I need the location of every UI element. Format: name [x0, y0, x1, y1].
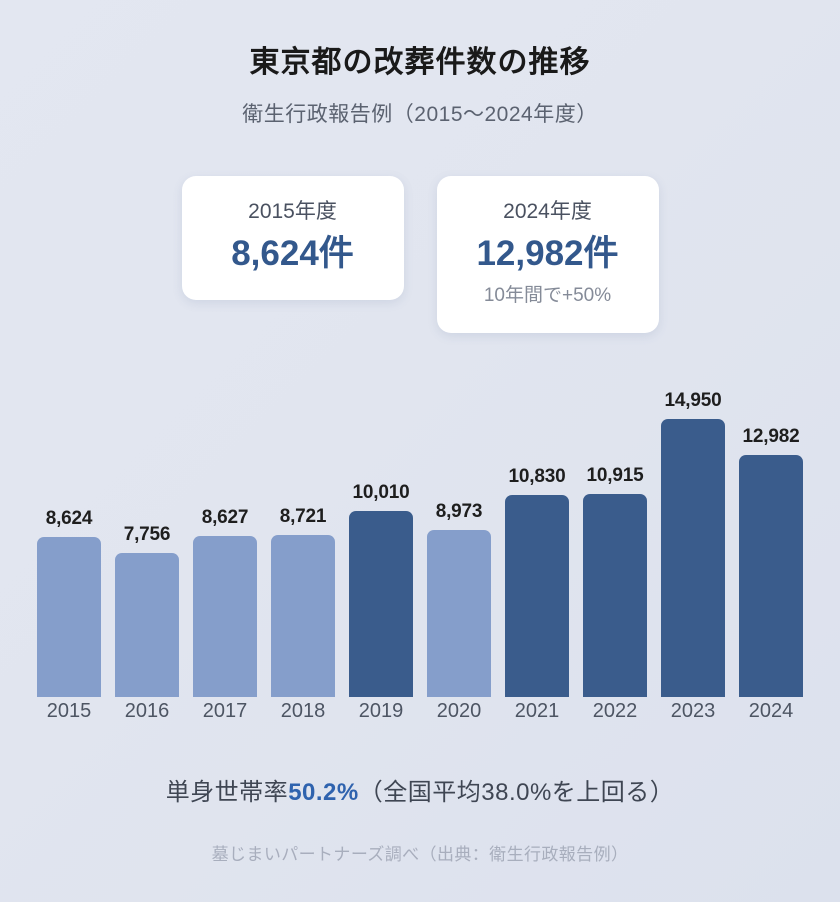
- bar: [271, 535, 335, 697]
- bar-group: 14,950: [654, 390, 732, 697]
- footnote-suffix: （全国平均38.0%を上回る）: [358, 779, 675, 806]
- bar-chart: 8,624 7,756 8,627 8,721 10,010 8,973 10,830 10,…: [0, 390, 840, 735]
- x-axis-tick-label: 2023: [670, 700, 716, 722]
- footnote-prefix: 単身世帯率: [165, 779, 289, 806]
- bar: [349, 511, 413, 697]
- footnote-highlight: 50.2%: [288, 779, 359, 806]
- x-axis-tick-label: 2019: [358, 700, 404, 722]
- page-title: 東京都の改葬件数の推移: [249, 46, 591, 79]
- bar-group: 8,721: [264, 390, 342, 697]
- footnote: 単身世帯率50.2%（全国平均38.0%を上回る）: [0, 772, 840, 807]
- x-axis-tick-label: 2016: [124, 700, 170, 722]
- bar-group: 8,973: [420, 390, 498, 697]
- page-subtitle: 衛生行政報告例（2015〜2024年度）: [242, 102, 598, 126]
- bar-value-label: 8,627: [201, 507, 249, 528]
- bar-value-label: 8,624: [45, 508, 93, 529]
- stat-card-year-label: 2024年度: [503, 200, 592, 223]
- bar-value-label: 10,010: [352, 482, 410, 503]
- chart-plot-area: 8,624 7,756 8,627 8,721 10,010 8,973 10,830 10,…: [30, 390, 810, 697]
- x-axis-tick-label: 2021: [514, 700, 560, 722]
- bar-value-label: 12,982: [742, 426, 800, 447]
- bar-value-label: 8,721: [279, 506, 327, 527]
- bar-value-label: 7,756: [123, 524, 171, 545]
- stat-card-2024: 2024年度 12,982件 10年間で+50%: [436, 176, 659, 333]
- bar-group: 7,756: [108, 390, 186, 697]
- bar-group: 8,627: [186, 390, 264, 697]
- bar-group: 12,982: [732, 390, 810, 697]
- x-axis-tick-label: 2015: [46, 700, 92, 722]
- x-axis-tick-label: 2020: [436, 700, 482, 722]
- bar-group: 10,915: [576, 390, 654, 697]
- bar-value-label: 8,973: [435, 501, 483, 522]
- bar: [427, 530, 491, 697]
- bar: [193, 536, 257, 697]
- stat-card-group: 2015年度 8,624件 2024年度 12,982件 10年間で+50%: [0, 176, 840, 333]
- bar-value-label: 14,950: [664, 390, 722, 411]
- bar: [661, 419, 725, 697]
- source-note: 墓じまいパートナーズ調べ（出典：衛生行政報告例）: [211, 845, 629, 864]
- header: 東京都の改葬件数の推移 衛生行政報告例（2015〜2024年度）: [0, 0, 840, 128]
- bar: [583, 494, 647, 697]
- bar: [37, 537, 101, 697]
- stat-card-year-label: 2015年度: [248, 200, 337, 223]
- bar-group: 10,830: [498, 390, 576, 697]
- x-axis-tick-label: 2017: [202, 700, 248, 722]
- bar: [505, 495, 569, 697]
- x-axis-tick-label: 2024: [748, 700, 794, 722]
- bar-group: 8,624: [30, 390, 108, 697]
- bar-group: 10,010: [342, 390, 420, 697]
- stat-card-value: 8,624件: [231, 234, 354, 274]
- stat-card-value: 12,982件: [476, 234, 619, 274]
- x-axis-tick-label: 2018: [280, 700, 326, 722]
- stat-card-2015: 2015年度 8,624件: [181, 176, 404, 301]
- bar-value-label: 10,915: [586, 465, 644, 486]
- bar: [739, 455, 803, 697]
- chart-x-axis: 2015 2016 2017 2018 2019 2020 2021 2022 2023 2024: [30, 700, 810, 723]
- x-axis-tick-label: 2022: [592, 700, 638, 722]
- stat-card-note: 10年間で+50%: [483, 285, 612, 307]
- bar-value-label: 10,830: [508, 466, 566, 487]
- bar: [115, 553, 179, 697]
